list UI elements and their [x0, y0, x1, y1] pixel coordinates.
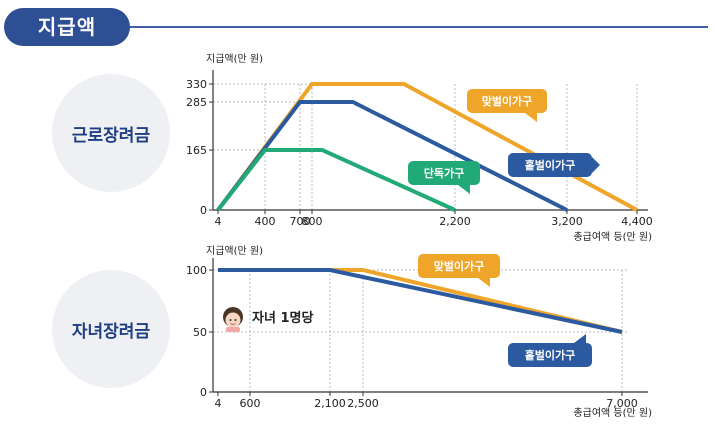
- series-tag-box: [467, 89, 547, 113]
- child-face-icon: [223, 307, 243, 332]
- series-tag-label: 홑벌이가구: [525, 348, 576, 362]
- x-tick-label: 700: [290, 215, 311, 228]
- x-tick-label: 3,200: [551, 215, 583, 228]
- series-line-1: [218, 268, 623, 334]
- series-tag-pointer: [525, 113, 537, 122]
- y-tick-label: 0: [200, 386, 207, 399]
- child-eye: [229, 319, 232, 321]
- series-tag-label: 맞벌이가구: [482, 94, 533, 108]
- series-line-0: [216, 82, 638, 212]
- series-tag-box: [418, 254, 500, 278]
- y-tick-label: 330: [186, 78, 207, 91]
- series-tag-2: 단독가구: [408, 161, 480, 194]
- series-tag-box: [508, 343, 592, 367]
- y-tick-label: 100: [186, 264, 207, 277]
- child-incentive-label: 자녀장려금: [52, 270, 170, 388]
- series-tag-box: [508, 153, 592, 177]
- series-tag-1: 홑벌이가구: [508, 334, 592, 367]
- header-rule: [130, 26, 708, 28]
- x-tick-label: 4: [215, 397, 222, 410]
- series-tag-1: 홑벌이가구: [508, 153, 600, 177]
- series-tag-pointer: [478, 278, 490, 287]
- annotation-text: 자녀 1명당: [252, 310, 313, 326]
- series-line-2: [216, 148, 456, 212]
- x-axis-title: 총급여액 등(만 원): [573, 407, 652, 419]
- y-tick-label: 285: [186, 96, 207, 109]
- child-face: [225, 312, 241, 328]
- series-tag-label: 맞벌이가구: [434, 259, 485, 273]
- series-tag-0: 맞벌이가구: [467, 89, 547, 122]
- x-axis-title: 총급여액 등(만 원): [573, 231, 652, 243]
- x-tick-label: 400: [255, 215, 276, 228]
- y-axis-title: 지급액(만 원): [206, 245, 263, 257]
- x-tick-label: 800: [302, 215, 323, 228]
- x-tick-label: 4: [215, 215, 222, 228]
- x-tick-label: 7,000: [606, 397, 638, 410]
- series-tag-label: 홑벌이가구: [525, 158, 576, 172]
- series-tag-box: [408, 161, 480, 185]
- series-tag-pointer: [574, 334, 586, 343]
- series-tag-0: 맞벌이가구: [418, 254, 500, 287]
- section-title: 지급액: [4, 8, 130, 46]
- child-eye: [234, 319, 237, 321]
- child-collar: [226, 327, 240, 332]
- x-tick-label: 2,500: [347, 397, 379, 410]
- child-mouth: [230, 323, 236, 325]
- earned-income-label: 근로장려금: [52, 74, 170, 192]
- y-axis-title: 지급액(만 원): [206, 53, 263, 65]
- y-tick-label: 50: [193, 326, 207, 339]
- x-tick-label: 2,100: [314, 397, 346, 410]
- x-tick-label: 2,200: [439, 215, 471, 228]
- series-tag-pointer: [592, 157, 600, 173]
- y-tick-label: 0: [200, 204, 207, 217]
- x-tick-label: 4,400: [621, 215, 653, 228]
- series-tag-pointer: [458, 185, 470, 194]
- series-tag-label: 단독가구: [424, 166, 464, 180]
- y-tick-label: 165: [186, 144, 207, 157]
- x-tick-label: 600: [240, 397, 261, 410]
